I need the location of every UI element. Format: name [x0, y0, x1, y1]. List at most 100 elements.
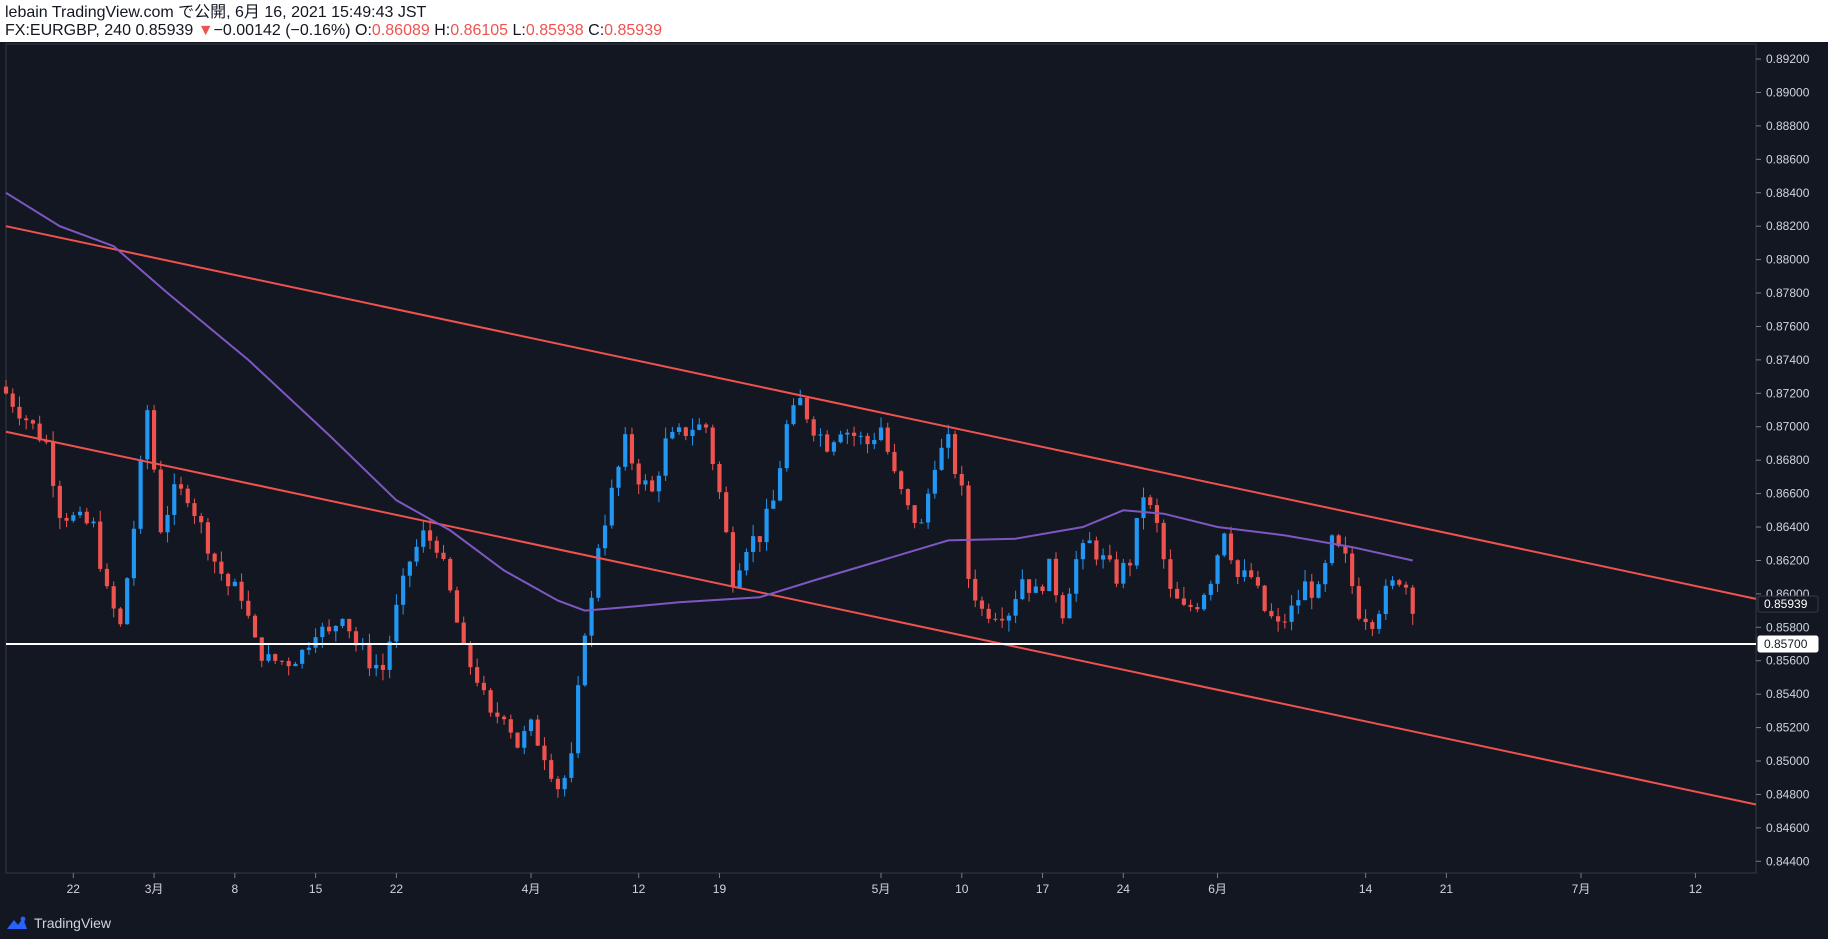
- x-tick-label: 7月: [1572, 882, 1591, 896]
- candle-body: [326, 626, 332, 632]
- brand-name: TradingView: [34, 915, 112, 931]
- candle-body: [205, 522, 211, 554]
- candle-body: [17, 406, 22, 419]
- candle-body: [434, 540, 439, 553]
- candle-body: [562, 777, 567, 790]
- candle-body: [407, 561, 412, 576]
- candle-body: [273, 654, 278, 661]
- candle-body: [1269, 610, 1274, 617]
- candle-body: [1107, 555, 1112, 560]
- price-axis[interactable]: 0.89200 0.89000 0.88800 0.88600 0.88400 0.882…: [1756, 52, 1819, 868]
- candle-body: [926, 493, 931, 523]
- candle-body: [387, 641, 392, 670]
- candle-body: [259, 637, 264, 661]
- x-tick-label: 14: [1359, 882, 1373, 896]
- y-tick-label: 0.86600: [1766, 487, 1810, 501]
- candle-body: [697, 424, 702, 430]
- candle-body: [353, 631, 359, 646]
- candle-body: [838, 434, 843, 443]
- candle-body: [427, 530, 433, 541]
- candle-body: [380, 664, 386, 670]
- candle-body: [1121, 562, 1126, 584]
- candle-body: [24, 418, 29, 421]
- y-tick-label: 0.86400: [1766, 520, 1810, 534]
- candle-body: [441, 552, 446, 559]
- candle-body: [865, 435, 870, 445]
- candle-body: [320, 626, 325, 638]
- candle-body: [535, 719, 540, 746]
- candle-body: [1013, 599, 1018, 616]
- candle-body: [764, 508, 769, 543]
- candle-body: [676, 427, 682, 432]
- candle-body: [1289, 605, 1294, 622]
- candle-body: [1067, 593, 1072, 619]
- candle-body: [1215, 555, 1220, 584]
- candle-body: [481, 682, 486, 691]
- last-price-label: 0.85939: [1764, 597, 1808, 611]
- candle-body: [576, 685, 581, 754]
- candle-body: [549, 760, 554, 779]
- footer-brand[interactable]: TradingView: [6, 915, 111, 931]
- candle-body: [1296, 600, 1301, 606]
- candle-body: [448, 558, 453, 591]
- candle-body: [279, 660, 285, 662]
- candle-body: [111, 586, 116, 609]
- candle-body: [1134, 518, 1139, 566]
- candle-body: [468, 643, 473, 668]
- candle-body: [1363, 618, 1368, 623]
- candle-body: [636, 463, 641, 485]
- y-tick-label: 0.87200: [1766, 386, 1810, 400]
- candle-body: [623, 434, 628, 467]
- candle-body: [1282, 621, 1287, 623]
- candle-body: [582, 635, 587, 686]
- candle-body: [347, 618, 352, 632]
- candle-body: [818, 434, 823, 436]
- candle-body: [501, 716, 507, 720]
- candle-body: [1356, 586, 1361, 619]
- x-tick-label: 6月: [1208, 882, 1227, 896]
- candle-body: [1141, 497, 1146, 519]
- candle-body: [589, 597, 594, 636]
- last-price: 0.85939: [135, 22, 194, 39]
- candle-body: [1006, 615, 1011, 621]
- candle-body: [939, 447, 944, 470]
- candle-body: [1000, 618, 1005, 621]
- candle-body: [286, 660, 291, 667]
- candle-body: [683, 427, 688, 437]
- candle-body: [1047, 558, 1052, 592]
- candle-body: [1228, 533, 1234, 561]
- candle-body: [744, 551, 749, 571]
- candle-body: [306, 647, 311, 650]
- time-axis[interactable]: 22 3月 8 15 22 4月 12 19 5月 10 17 24 6月 14 21 7月 12: [67, 873, 1703, 896]
- candle-body: [946, 434, 951, 448]
- candle-body: [771, 500, 776, 509]
- candle-body: [1383, 585, 1388, 615]
- low-value: 0.85938: [525, 22, 584, 39]
- open-value: 0.86089: [371, 22, 430, 39]
- candle-body: [421, 530, 426, 547]
- candle-body: [912, 505, 917, 524]
- y-tick-label: 0.89000: [1766, 85, 1810, 99]
- candle-body: [737, 570, 742, 588]
- candle-body: [979, 600, 985, 609]
- x-tick-label: 17: [1036, 882, 1050, 896]
- x-tick-label: 15: [309, 882, 323, 896]
- candle-body: [1053, 558, 1059, 596]
- candle-body: [825, 434, 830, 452]
- candle-body: [811, 419, 816, 436]
- support-price-label-box: [1757, 635, 1819, 653]
- chart-header: lebain TradingView.com で公開, 6月 16, 2021 …: [0, 0, 1828, 42]
- candle-body: [885, 427, 890, 452]
- candle-body: [131, 528, 136, 579]
- candle-body: [1316, 584, 1321, 598]
- price-chart[interactable]: 0.89200 0.89000 0.88800 0.88600 0.88400 0.882…: [0, 42, 1828, 939]
- candle-body: [3, 386, 9, 394]
- candle-body: [670, 431, 675, 439]
- candle-body: [10, 393, 15, 407]
- candle-body: [98, 521, 103, 569]
- candle-body: [602, 525, 608, 549]
- candle-body: [724, 492, 729, 533]
- y-tick-label: 0.84800: [1766, 787, 1810, 801]
- candle-body: [151, 410, 157, 470]
- candle-body: [118, 608, 123, 625]
